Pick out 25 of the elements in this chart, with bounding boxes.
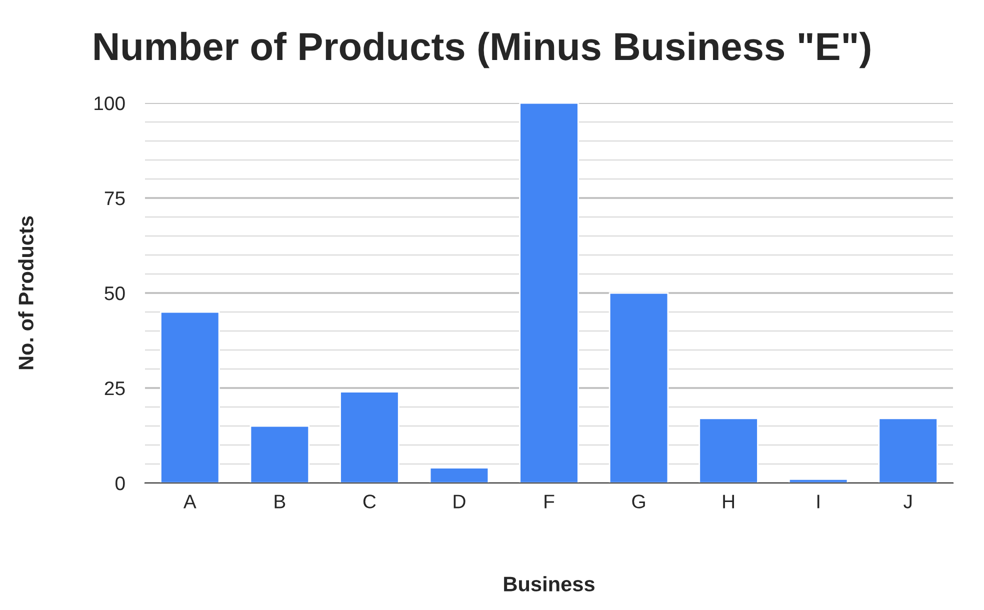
x-tick-label: I bbox=[817, 494, 820, 508]
x-tick-label: H bbox=[723, 494, 734, 508]
x-tick-label: G bbox=[632, 494, 645, 508]
x-tick-label: D bbox=[454, 494, 466, 508]
bar bbox=[429, 467, 490, 483]
bar bbox=[608, 292, 669, 483]
x-tick-label: C bbox=[363, 494, 376, 508]
x-axis-title: Business bbox=[504, 576, 594, 592]
bar bbox=[340, 391, 400, 483]
bar bbox=[878, 418, 938, 483]
bar bbox=[160, 311, 220, 483]
y-tick-label: 0 bbox=[116, 476, 125, 490]
bar bbox=[250, 425, 310, 483]
y-tick-label: 50 bbox=[104, 286, 125, 300]
y-tick-label: 25 bbox=[104, 381, 125, 396]
bar bbox=[519, 103, 579, 483]
chart-title: Number of Products (Minus Business "E") bbox=[94, 32, 870, 68]
y-axis-title: No. of Products bbox=[18, 216, 34, 370]
x-tick-label: A bbox=[183, 494, 196, 508]
x-tick-label: J bbox=[904, 494, 912, 508]
x-tick-label: F bbox=[544, 494, 554, 508]
y-tick-label: 75 bbox=[104, 192, 125, 206]
y-tick-label: 100 bbox=[94, 96, 125, 110]
bar bbox=[698, 418, 758, 483]
x-tick-label: B bbox=[274, 494, 286, 508]
